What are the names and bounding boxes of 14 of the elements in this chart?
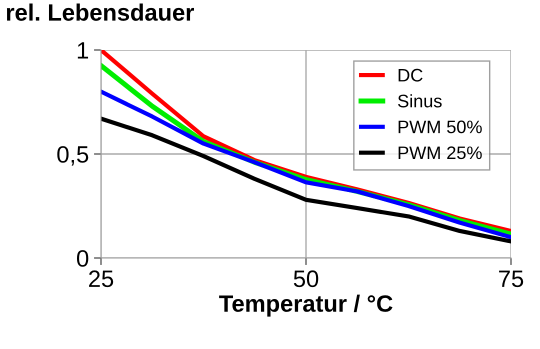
x-tick-label: 25 — [89, 270, 114, 288]
legend-label: Sinus — [398, 94, 442, 108]
y-axis-title: rel. Lebensdauer — [6, 3, 194, 21]
x-axis-title: Temperatur / °C — [219, 294, 393, 317]
legend-label: PWM 50% — [398, 120, 482, 134]
y-tick-label: 0 — [76, 250, 88, 267]
y-tick-label: 0,5 — [57, 146, 88, 166]
line-series — [101, 90, 511, 240]
legend-label: PWM 25% — [398, 146, 482, 160]
line-series — [101, 116, 511, 244]
y-tick-label: 1 — [78, 42, 88, 59]
legend-label: DC — [398, 68, 423, 82]
x-tick-label: 75 — [499, 270, 524, 288]
x-tick-label: 50 — [294, 270, 318, 288]
